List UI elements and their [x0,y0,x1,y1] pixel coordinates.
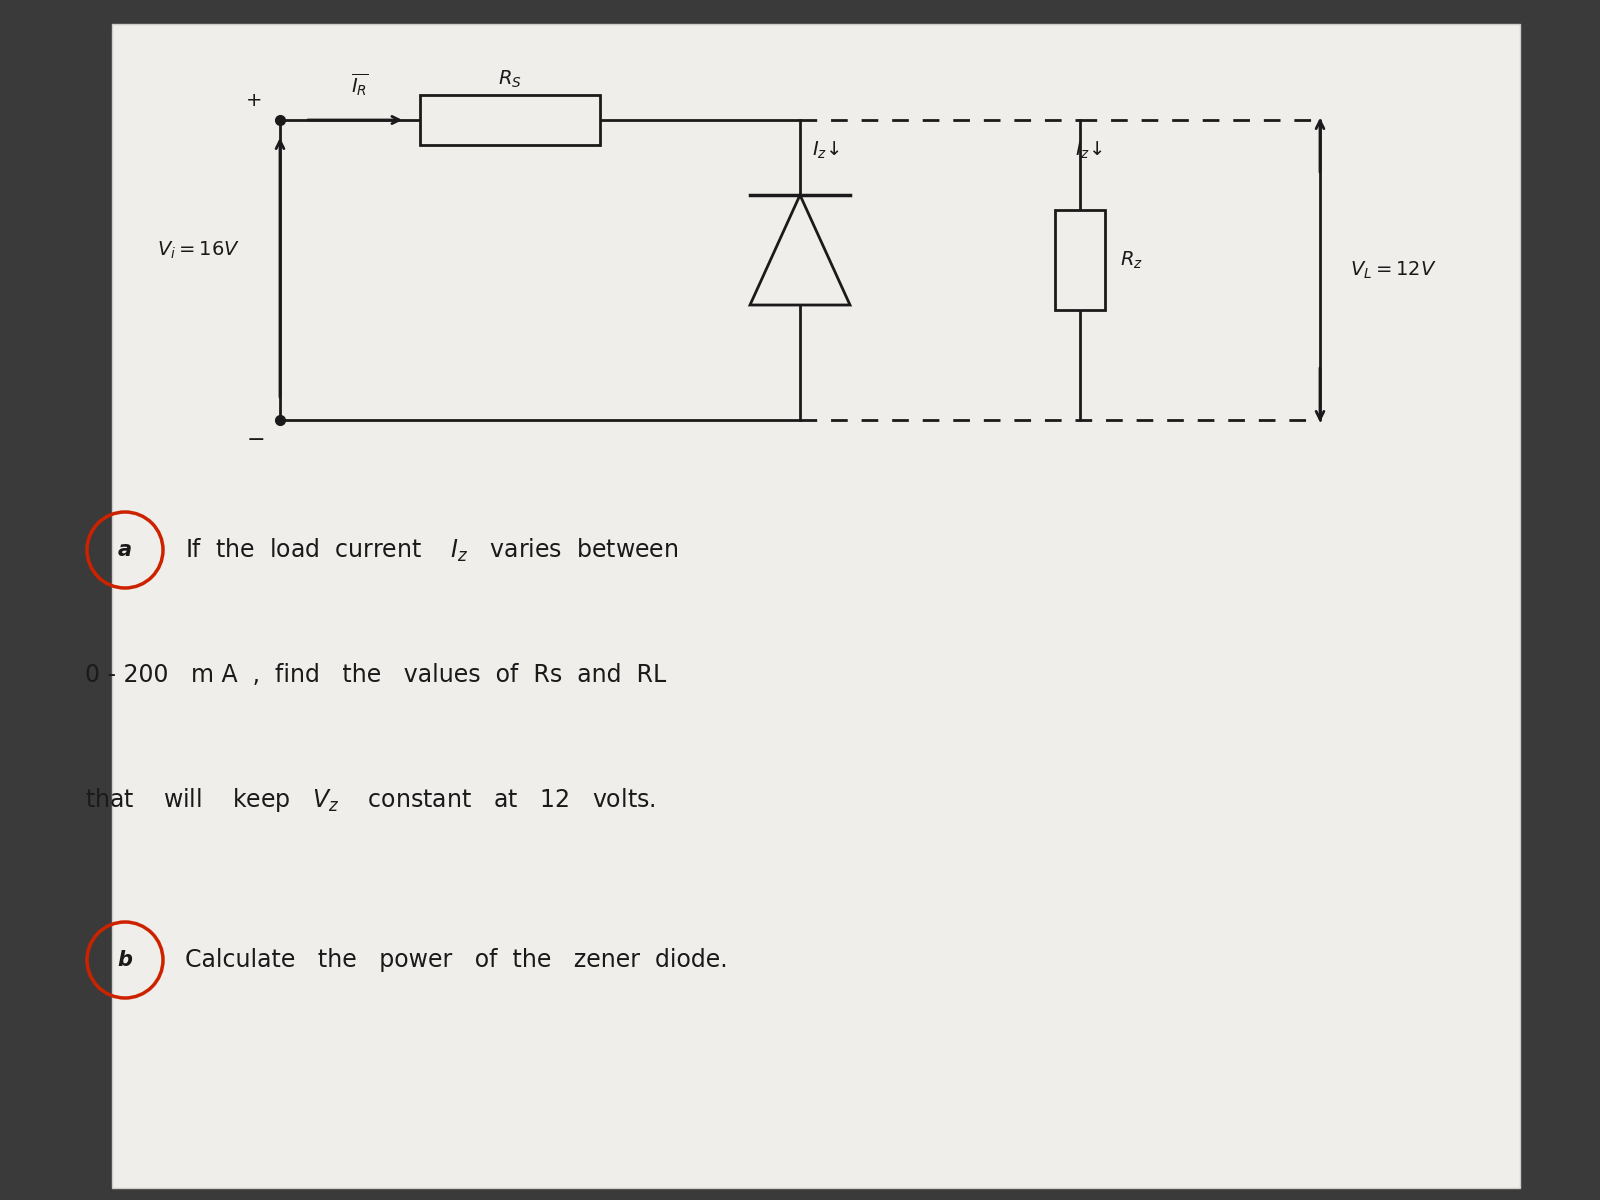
Text: $V_i=16V$: $V_i=16V$ [157,239,240,260]
Text: If  the  load  current    $I_z$   varies  between: If the load current $I_z$ varies between [186,536,678,564]
Text: $V_L=12V$: $V_L=12V$ [1350,259,1437,281]
Text: 0 - 200   m A  ,  find   the   values  of  Rs  and  RL: 0 - 200 m A , find the values of Rs and … [85,662,666,686]
Polygon shape [750,194,850,305]
Text: $R_S$: $R_S$ [498,68,522,90]
Bar [1054,210,1106,310]
Text: b: b [117,950,133,970]
Text: $I_z$↓: $I_z$↓ [1075,140,1102,161]
FancyBboxPatch shape [112,24,1520,1188]
Text: +: + [245,91,262,110]
Text: $\overline{I_R}$: $\overline{I_R}$ [350,71,370,98]
Text: −: − [246,430,266,450]
Bar [419,95,600,145]
Text: a: a [118,540,133,560]
Text: Calculate   the   power   of  the   zener  diode.: Calculate the power of the zener diode. [186,948,728,972]
Text: $I_z$↓: $I_z$↓ [811,140,840,161]
Text: $R_z$: $R_z$ [1120,250,1142,271]
Text: that    will    keep   $V_z$    constant   at   12   volts.: that will keep $V_z$ constant at 12 volt… [85,786,656,814]
